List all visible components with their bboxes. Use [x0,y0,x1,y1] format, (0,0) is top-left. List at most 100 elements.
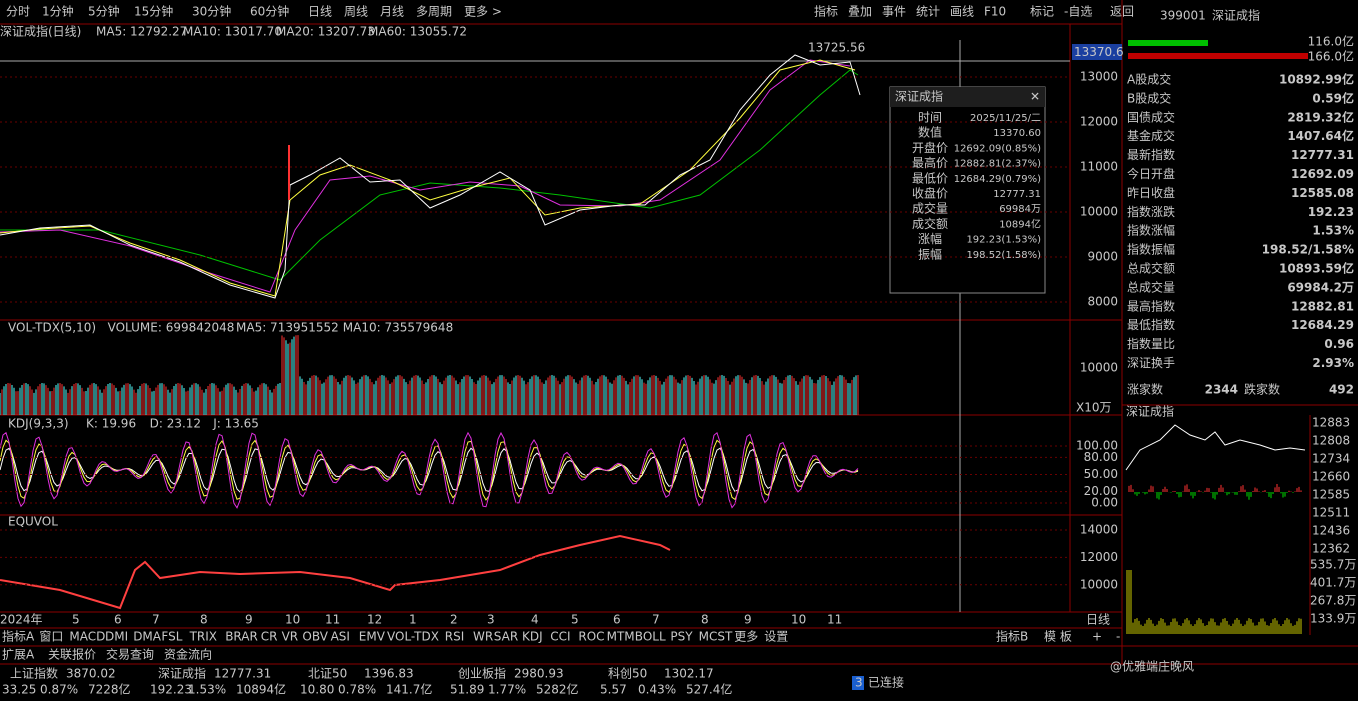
index-price: 12777.31 [214,667,271,681]
indicator-tab[interactable]: TRIX [189,630,217,644]
kdj-line [0,431,859,509]
toolbar-tab[interactable]: 多周期 [416,5,452,19]
extension-tab[interactable]: 资金流向 [164,647,212,662]
panel-value: 69984.2万 [1287,280,1354,294]
indicator-tab[interactable]: MACD [69,630,105,644]
indicator-tab[interactable]: 指标B [996,629,1028,644]
index-change: 51.89 [450,683,484,697]
panel-label: 最低指数 [1127,317,1175,332]
indicator-tab[interactable]: CCI [550,630,570,644]
panel-label: 基金成交 [1127,128,1175,143]
indicator-tab[interactable]: + [1092,630,1102,644]
indicator-tab[interactable]: SAR [494,630,518,644]
indicator-tab[interactable]: VR [282,630,299,644]
toolbar-button[interactable]: 标记 [1030,5,1054,19]
indicator-tab[interactable]: 指标A [2,629,35,644]
indicator-tab[interactable]: 窗口 [39,630,63,644]
tooltip-label: 最高价 [912,155,948,170]
indicator-tab[interactable]: EMV [359,630,386,644]
indicator-tab[interactable]: DMA [133,630,162,644]
indicator-tab[interactable]: OBV [302,630,328,644]
indicator-tab[interactable]: CR [261,630,278,644]
extension-tab[interactable]: 扩展A [2,648,35,662]
toolbar-button[interactable]: 指标 [814,4,838,19]
indicator-tab[interactable]: MTM [607,630,635,644]
toolbar-button[interactable]: -自选 [1064,5,1092,19]
mini-tick: 12511 [1312,506,1350,520]
indicator-tab[interactable]: 更多 [734,630,758,644]
x-tick-label: 11 [325,613,340,627]
indicator-tab[interactable]: 模 板 [1044,630,1072,644]
toolbar-button[interactable]: 事件 [882,5,906,19]
index-name: 上证指数 [10,666,58,681]
panel-code: 399001 [1160,9,1206,23]
panel-label: 昨日收盘 [1127,185,1175,200]
indicator-tab[interactable]: ROC [578,630,604,644]
volume-legend: VOL-TDX(5,10) [8,321,96,335]
x-tick-label: 2024年 [0,613,43,627]
index-change: 10.80 [300,683,334,697]
toolbar-button[interactable]: 返回 [1110,5,1134,19]
extension-tab[interactable]: 交易查询 [106,647,154,662]
indicator-tab[interactable]: BRAR [225,630,258,644]
toolbar-button[interactable]: 画线 [950,5,974,19]
tooltip-value: 2025/11/25/二 [970,113,1041,124]
toolbar-tab[interactable]: 月线 [380,5,404,19]
watermark: @优雅端庄晚风 [1110,659,1194,674]
indicator-tab[interactable]: MCST [699,630,733,644]
tooltip-value: 198.52(1.58%) [966,250,1041,261]
toolbar-tab[interactable]: 日线 [308,5,332,19]
x-tick-label: 7 [152,613,160,627]
indicator-tab[interactable]: PSY [670,630,693,644]
up-label: 涨家数 [1127,382,1163,397]
indicator-tab[interactable]: RSI [445,630,465,644]
indicator-tab[interactable]: ASI [331,630,350,644]
mini-vol-tick: 267.8万 [1310,594,1356,608]
index-pct: 1.77% [488,683,526,697]
tooltip-label: 开盘价 [912,140,948,155]
y-tick-label: 9000 [1087,250,1118,264]
panel-label: A股成交 [1127,72,1171,87]
toolbar-tab[interactable]: 1分钟 [42,4,74,19]
toolbar-tab[interactable]: 5分钟 [88,4,120,19]
extension-tab[interactable]: 关联报价 [48,647,96,662]
y-tick-label: 10000 [1080,361,1118,375]
index-name: 创业板指 [458,666,506,681]
toolbar-tab[interactable]: 15分钟 [134,4,173,19]
index-amount: 5282亿 [536,682,579,697]
period-label: 日线 [1086,613,1110,627]
indicator-tab[interactable]: BOLL [635,630,666,644]
toolbar-tab[interactable]: 分时 [6,5,30,19]
indicator-tab[interactable]: KDJ [522,630,543,644]
indicator-tab[interactable]: 设置 [764,630,788,644]
indicator-tab[interactable]: VOL-TDX [387,630,439,644]
indicator-tab[interactable]: FSL [161,630,182,644]
bar-down [1128,53,1308,59]
toolbar-button[interactable]: F10 [984,5,1006,19]
panel-value: 2819.32亿 [1287,109,1354,124]
indicator-tab[interactable]: DMI [105,630,128,644]
indicator-tab[interactable]: WR [473,630,493,644]
mini-vol-tick: 535.7万 [1310,558,1356,572]
toolbar-tab[interactable]: 60分钟 [250,4,289,19]
tooltip-value: 12684.29(0.79%) [954,174,1041,185]
toolbar-tab[interactable]: 30分钟 [192,4,231,19]
x-tick-label: 11 [827,613,842,627]
mini-tick: 12362 [1312,542,1350,556]
x-tick-label: 2 [450,613,458,627]
toolbar-button[interactable]: 统计 [916,5,940,19]
index-change: 5.57 [600,683,627,697]
toolbar-tab[interactable]: 更多 > [464,5,502,19]
y-tick-label: 10000 [1080,205,1118,219]
toolbar-button[interactable]: 叠加 [848,5,872,19]
volume-legend: VOLUME: 699842048 [108,321,235,335]
index-name: 科创50 [608,667,647,681]
y-tick-label: 12000 [1080,115,1118,129]
indicator-tab[interactable]: - [1116,630,1120,644]
toolbar-tab[interactable]: 周线 [344,5,368,19]
tooltip-close[interactable]: ✕ [1030,90,1040,104]
panel-label: B股成交 [1127,90,1171,105]
unit-label: X10万 [1076,401,1112,415]
kdj-line [0,439,859,501]
